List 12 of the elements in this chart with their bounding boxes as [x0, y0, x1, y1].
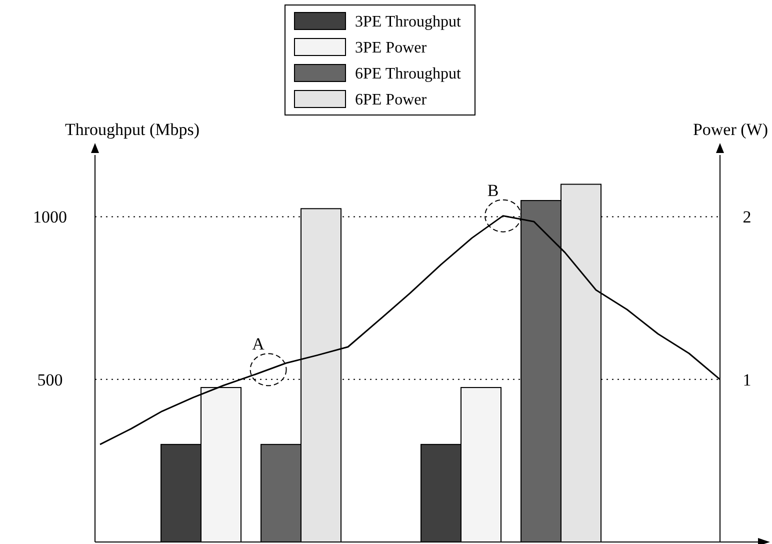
- y-tick-label: 500: [37, 370, 63, 390]
- y2-tick-label: 2: [742, 208, 752, 227]
- y-tick-label: 1000: [33, 208, 67, 227]
- annotation: A: [252, 334, 266, 354]
- legend-label: 6PE Power: [355, 92, 428, 109]
- y-axis-title: Throughput (Mbps): [65, 120, 200, 139]
- y2-tick-label: 1: [742, 370, 752, 390]
- annotation: B: [487, 180, 499, 200]
- legend-label: 6PE Throughput: [355, 66, 462, 83]
- y2-axis-title: Power (W): [692, 120, 768, 139]
- legend-label: 3PE Throughput: [355, 14, 462, 31]
- legend-label: 3PE Power: [355, 40, 428, 57]
